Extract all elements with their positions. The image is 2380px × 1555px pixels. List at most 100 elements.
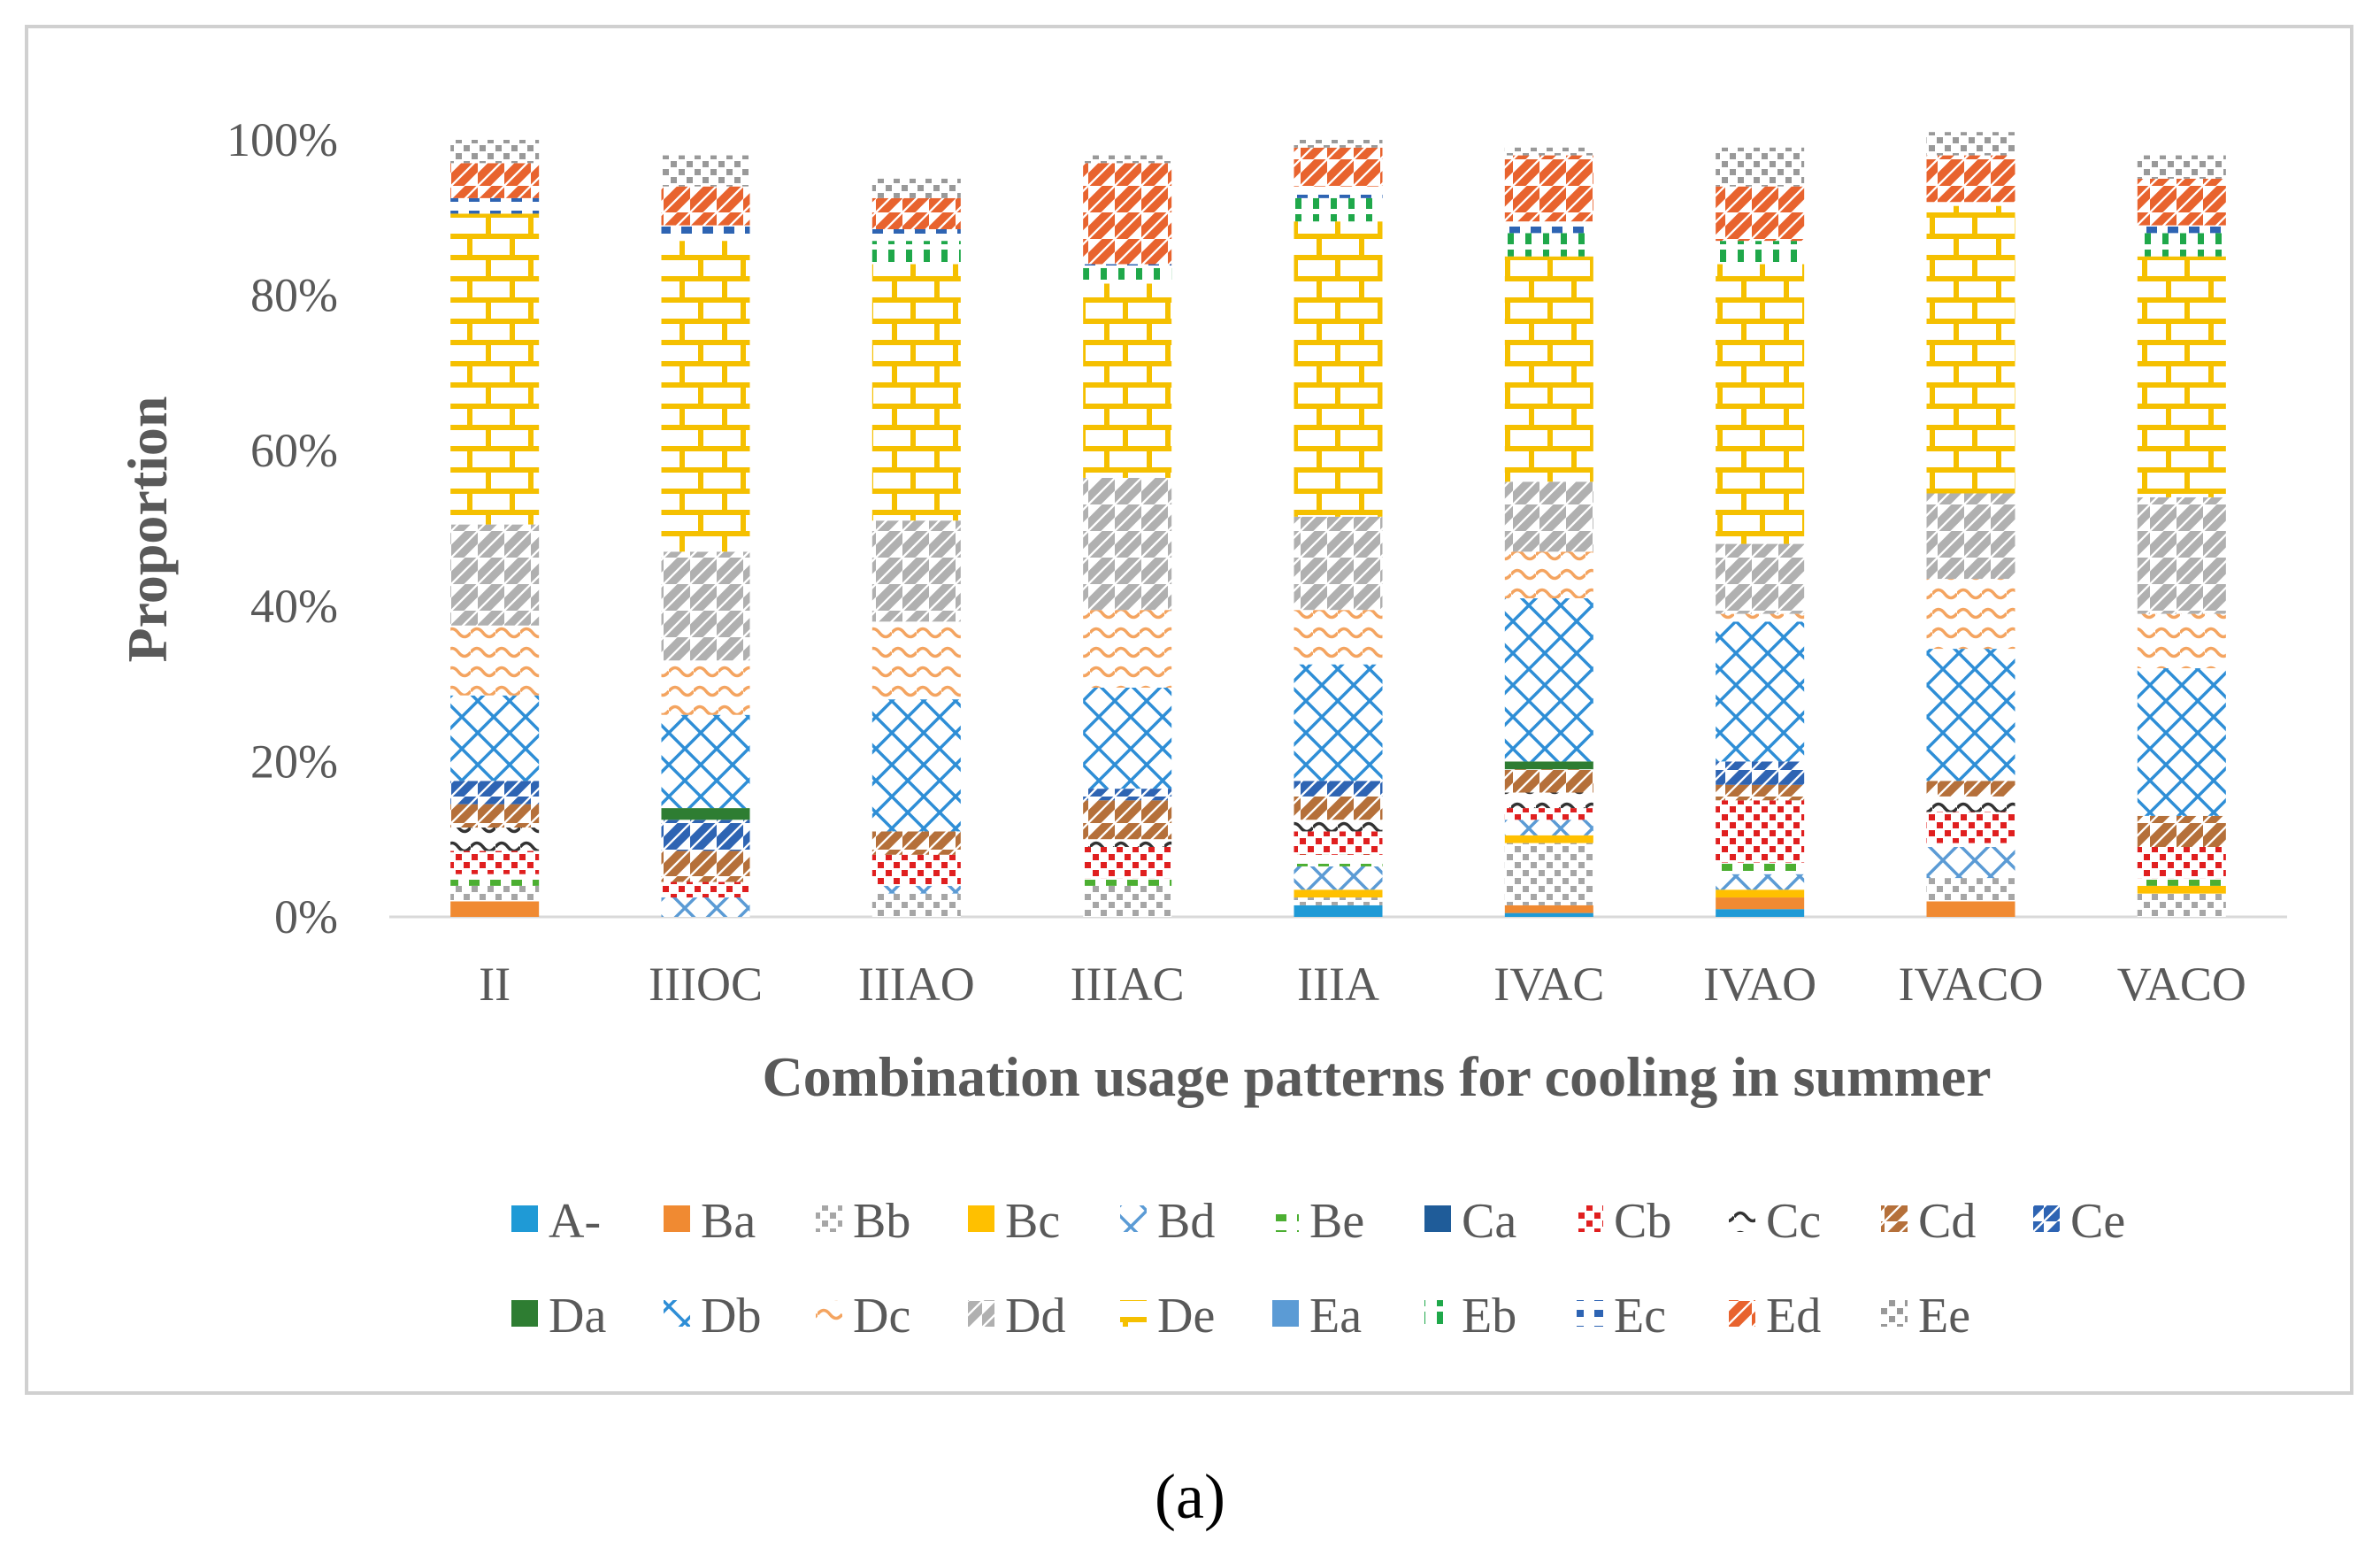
bar-segment	[1504, 843, 1593, 905]
legend-label: Db	[701, 1289, 761, 1343]
legend-swatch	[664, 1300, 690, 1327]
legend-item: Ba	[664, 1194, 756, 1249]
bar-segment	[1294, 796, 1383, 820]
bar-segment	[1294, 866, 1383, 890]
bar-segment	[2137, 155, 2226, 179]
bar-segment	[450, 828, 540, 851]
y-tick-label: 80%	[250, 269, 338, 322]
bar-segment	[871, 228, 961, 242]
legend-label: Ed	[1766, 1289, 1821, 1343]
bar-segment	[661, 714, 750, 809]
bar-segment	[1926, 649, 2015, 781]
y-tick-label: 20%	[250, 735, 338, 788]
bar-segment	[450, 804, 540, 828]
bar-segment	[1926, 781, 2015, 797]
bar-segment	[661, 186, 750, 226]
bar-segment	[1504, 808, 1593, 820]
legend-swatch	[511, 1205, 538, 1232]
bar-segment	[1294, 905, 1383, 917]
legend-item: Cc	[1729, 1194, 1821, 1249]
bar-segment	[1926, 205, 2015, 494]
bar-segment	[1716, 761, 1805, 785]
legend-label: A-	[549, 1194, 601, 1249]
legend-item: Ee	[1881, 1289, 1970, 1343]
bar-segment	[1926, 812, 2015, 843]
bar-segment	[1083, 610, 1172, 688]
bar-segment	[1083, 885, 1172, 917]
bar-segment	[450, 901, 540, 917]
bar-segment	[1083, 789, 1172, 801]
bar-segment	[871, 854, 961, 886]
bar-segment	[1716, 241, 1805, 265]
bar-segment	[871, 241, 961, 265]
bar-segment	[1926, 846, 2015, 879]
bar-segment	[1926, 202, 2015, 206]
bar-segment	[1294, 221, 1383, 517]
y-axis-title: Proportion	[116, 396, 179, 662]
legend-item: Ed	[1729, 1289, 1821, 1343]
legend-item: Cd	[1881, 1194, 1976, 1249]
bar-segment	[450, 851, 540, 874]
bar-segment	[450, 695, 540, 781]
bar-stack	[1716, 147, 1805, 917]
bar-segment	[1294, 854, 1383, 866]
bar-segment	[871, 699, 961, 832]
legend-swatch	[1881, 1300, 1908, 1327]
bar-segment	[2137, 668, 2226, 816]
legend-swatch	[1881, 1205, 1908, 1232]
bar-segment	[450, 874, 540, 886]
legend-label: Ec	[1614, 1289, 1666, 1343]
legend-label: Eb	[1462, 1289, 1516, 1343]
legend-swatch	[1577, 1205, 1603, 1232]
legend-swatch	[1424, 1205, 1451, 1232]
legend-swatch	[816, 1300, 842, 1327]
bar-segment	[1926, 901, 2015, 917]
bar-segment	[1083, 839, 1172, 847]
bar-segment	[2137, 878, 2226, 886]
y-tick-label: 40%	[250, 580, 338, 633]
bar-segment	[450, 781, 540, 804]
bar-segment	[871, 178, 961, 198]
bar-segment	[1504, 792, 1593, 809]
bar-segment	[1083, 163, 1172, 265]
x-tick-label: IVAO	[1703, 958, 1816, 1011]
bar-segment	[1504, 820, 1593, 835]
x-tick-label: IVAC	[1493, 958, 1604, 1011]
x-tick-label: II	[479, 958, 511, 1011]
bar-segment	[871, 520, 961, 622]
bar-segment	[2137, 613, 2226, 669]
bar-segment	[450, 213, 540, 525]
legend-label: Bc	[1005, 1194, 1060, 1249]
legend-item: De	[1120, 1289, 1215, 1343]
bar-segment	[2137, 885, 2226, 894]
bar-segment	[1083, 267, 1172, 284]
bar-segment	[1083, 687, 1172, 789]
legend-swatch	[1424, 1300, 1451, 1327]
legend-item: Cb	[1577, 1194, 1671, 1249]
bar-segment	[1504, 769, 1593, 793]
bar-segment	[1504, 912, 1593, 917]
legend-swatch	[511, 1300, 538, 1327]
bar-segment	[661, 551, 750, 661]
bar-segment	[1716, 621, 1805, 762]
bar-segment	[1083, 155, 1172, 164]
y-tick-label: 60%	[250, 424, 338, 477]
legend-swatch	[1120, 1205, 1147, 1232]
bar-segment	[1294, 889, 1383, 898]
legend-item: Da	[511, 1289, 606, 1343]
bar-segment	[871, 264, 961, 521]
bar-segment	[1294, 140, 1383, 148]
legend-label: Cd	[1918, 1194, 1976, 1249]
legend-label: Da	[549, 1289, 606, 1343]
bar-segment	[661, 241, 750, 552]
bar-stack	[1504, 147, 1593, 917]
x-tick-label: IIIA	[1297, 958, 1379, 1011]
bar-segment	[1926, 796, 2015, 812]
legend-label: Ee	[1918, 1289, 1970, 1343]
legend-item: Bd	[1120, 1194, 1215, 1249]
bar-segment	[1083, 800, 1172, 840]
bar-segment	[1926, 579, 2015, 650]
bar-segment	[450, 163, 540, 198]
y-tick-label: 100%	[226, 113, 338, 166]
